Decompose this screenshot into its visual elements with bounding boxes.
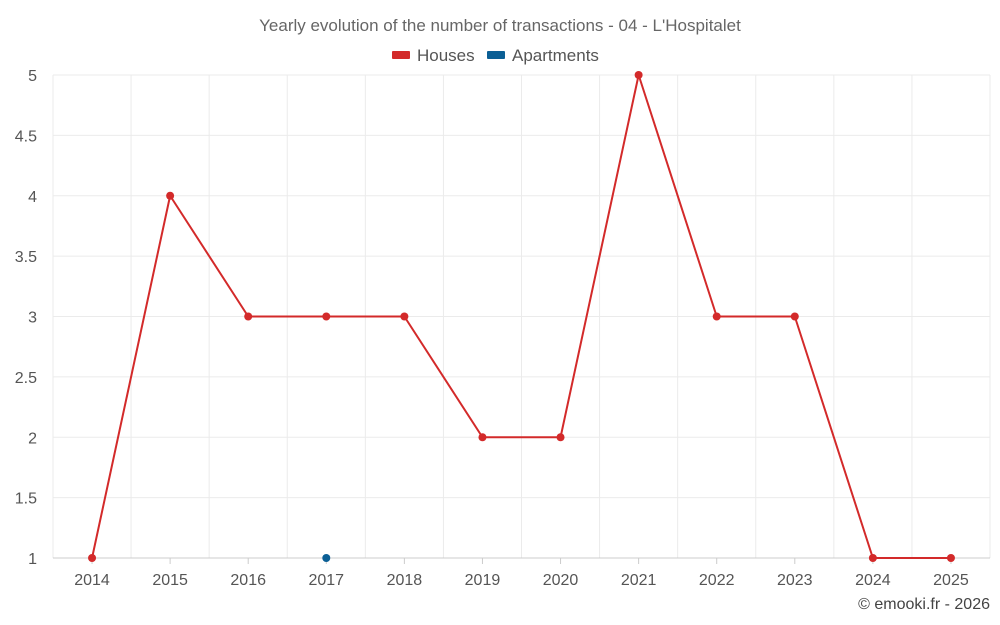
y-tick-label: 2	[28, 430, 37, 447]
y-tick-label: 3.5	[15, 249, 37, 266]
data-point[interactable]	[946, 554, 955, 562]
y-tick-label: 1	[28, 551, 37, 568]
data-point[interactable]	[322, 312, 331, 321]
chart-title: Yearly evolution of the number of transa…	[259, 16, 741, 35]
y-tick-label: 5	[28, 68, 37, 85]
y-tick-label: 2.5	[15, 370, 37, 387]
data-point[interactable]	[400, 312, 409, 321]
x-tick-label: 2025	[933, 572, 969, 589]
y-tick-label: 4.5	[15, 128, 37, 145]
x-tick-label: 2019	[465, 572, 501, 589]
data-point[interactable]	[478, 433, 487, 442]
legend-label-apartments: Apartments	[512, 46, 599, 65]
legend: Houses Apartments	[392, 46, 599, 65]
x-tick-label: 2024	[855, 572, 891, 589]
y-axis: 1 1.5 2 2.5 3 3.5 4 4.5 5	[15, 68, 37, 568]
data-point[interactable]	[868, 554, 877, 562]
data-point[interactable]	[166, 191, 175, 200]
y-tick-label: 3	[28, 310, 37, 327]
series	[88, 71, 955, 562]
x-tick-label: 2021	[621, 572, 657, 589]
data-point[interactable]	[712, 312, 721, 321]
series-1	[322, 554, 331, 562]
data-point[interactable]	[790, 312, 799, 321]
series-0	[88, 71, 955, 562]
x-tick-label: 2015	[152, 572, 188, 589]
x-tick-label: 2020	[543, 572, 579, 589]
x-tick-label: 2018	[387, 572, 423, 589]
data-point[interactable]	[244, 312, 253, 321]
x-tick-label: 2023	[777, 572, 813, 589]
data-point[interactable]	[88, 554, 97, 562]
legend-swatch-houses	[392, 51, 410, 59]
chart-credit: © emooki.fr - 2026	[858, 596, 990, 613]
series-line	[91, 74, 951, 559]
x-tick-label: 2022	[699, 572, 735, 589]
data-point[interactable]	[634, 71, 643, 79]
x-tick-label: 2014	[74, 572, 110, 589]
legend-item-apartments[interactable]: Apartments	[487, 46, 599, 65]
data-point[interactable]	[556, 433, 565, 442]
legend-label-houses: Houses	[417, 46, 475, 65]
data-point[interactable]	[322, 554, 331, 562]
legend-swatch-apartments	[487, 51, 505, 59]
x-tick-label: 2016	[230, 572, 266, 589]
y-tick-label: 1.5	[15, 491, 37, 508]
y-tick-label: 4	[28, 189, 37, 206]
x-tick-label: 2017	[308, 572, 344, 589]
x-axis: 2014 2015 2016 2017 2018 2019 2020 2021 2022 2023…	[53, 557, 990, 589]
legend-item-houses[interactable]: Houses	[392, 46, 475, 65]
